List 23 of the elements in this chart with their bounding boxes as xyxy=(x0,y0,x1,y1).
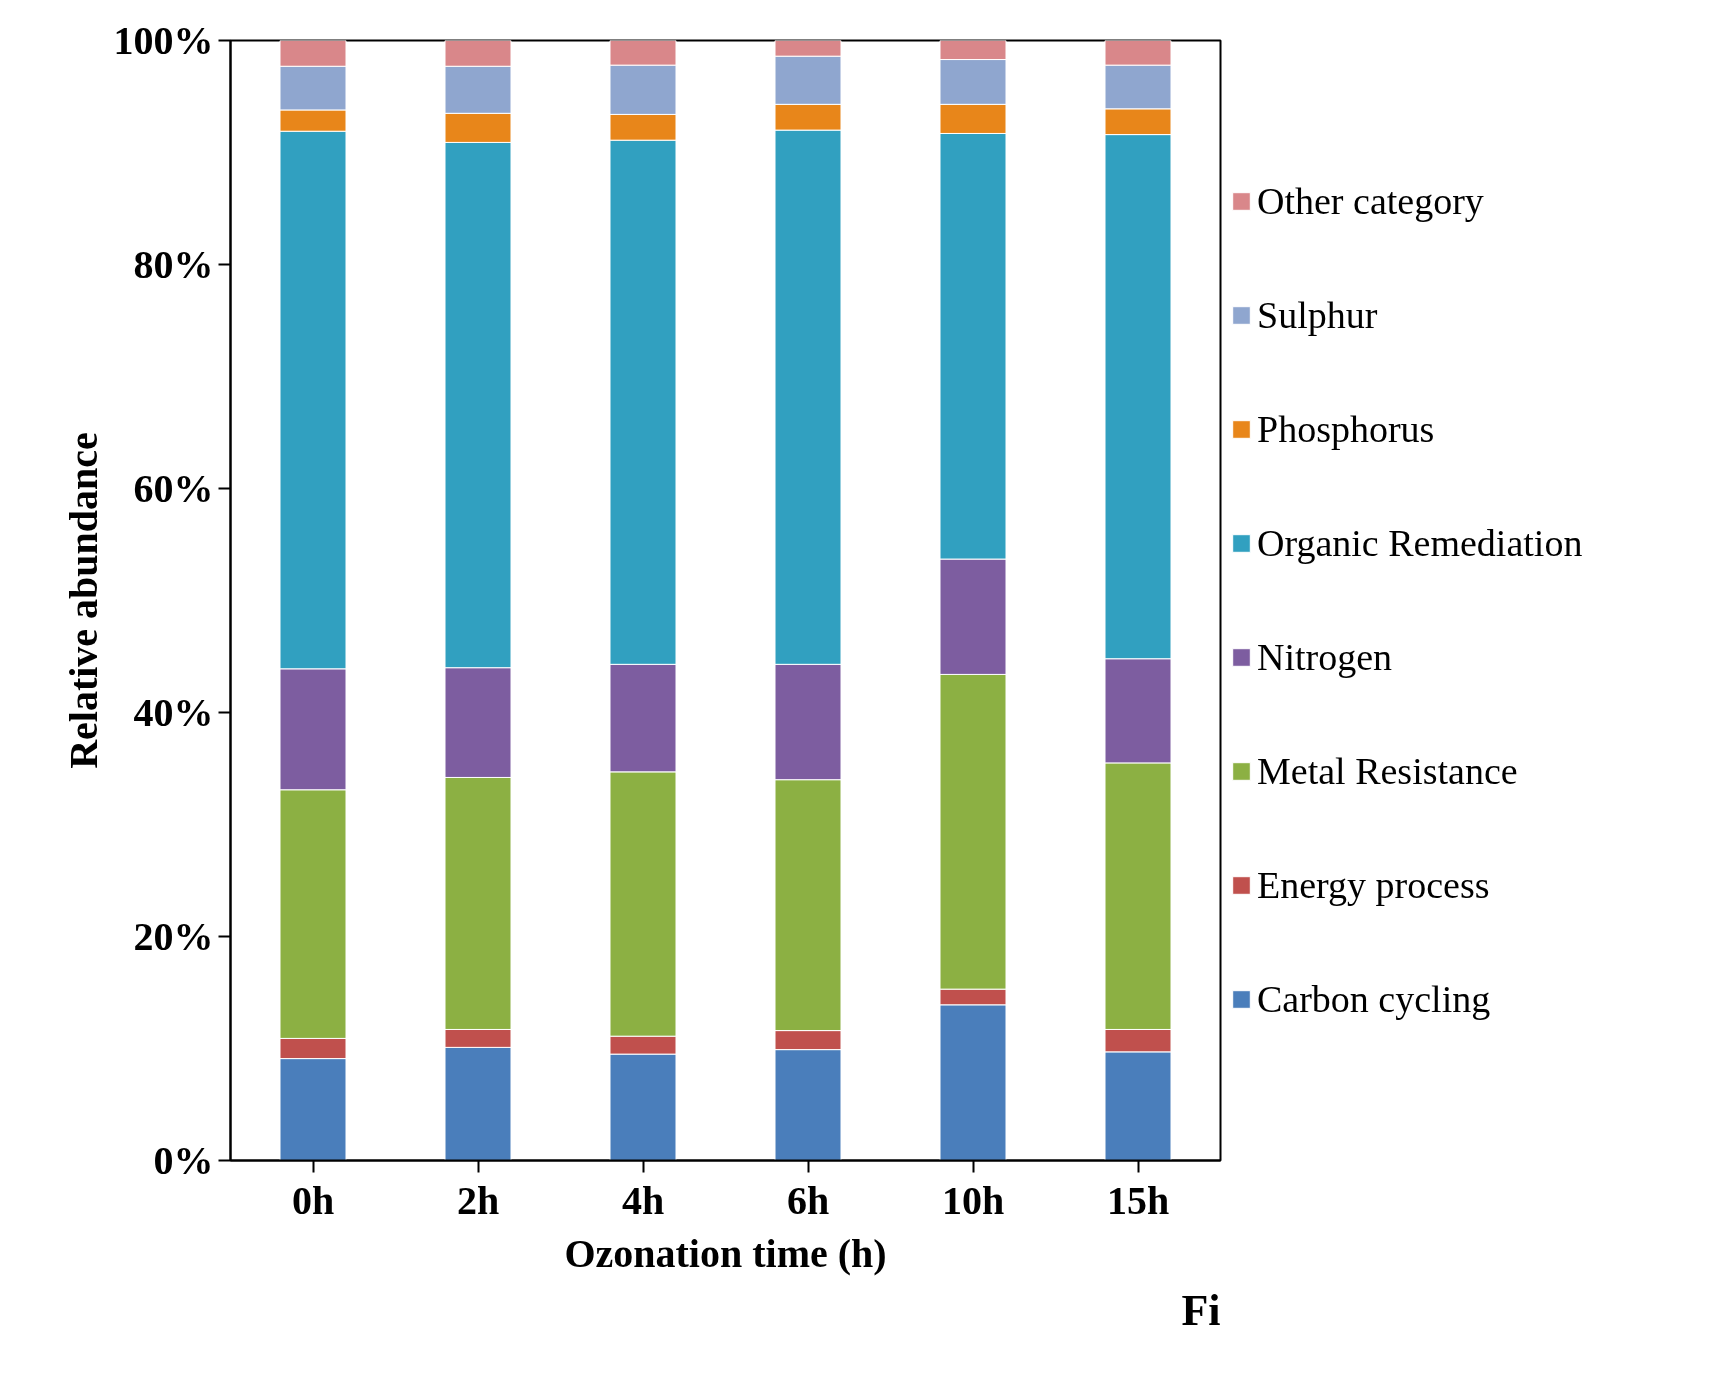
x-tick-label: 4h xyxy=(621,1177,665,1223)
x-axis-title: Ozonation time (h) xyxy=(564,1230,887,1276)
y-tick-label: 80% xyxy=(133,242,214,287)
legend-label: Other category xyxy=(1257,179,1484,223)
x-tick-label: 6h xyxy=(786,1177,830,1223)
text: Fi xyxy=(1181,1285,1221,1335)
legend-label: Organic Remediation xyxy=(1257,521,1583,565)
x-tick-label: 0h xyxy=(291,1177,335,1223)
y-tick-label: 60% xyxy=(133,466,214,511)
y-tick-label: 40% xyxy=(133,690,214,735)
legend-label: Phosphorus xyxy=(1257,407,1435,451)
y-axis-title: Relative abundance xyxy=(60,432,106,769)
x-tick-label: 2h xyxy=(456,1177,500,1223)
legend-label: Nitrogen xyxy=(1257,635,1393,679)
y-tick-label: 100% xyxy=(113,18,214,63)
y-tick-label: 20% xyxy=(133,914,214,959)
legend-label: Energy process xyxy=(1257,863,1490,907)
y-tick-label: 0% xyxy=(153,1138,214,1183)
x-tick-label: 15h xyxy=(1106,1177,1170,1223)
legend-label: Carbon cycling xyxy=(1257,977,1491,1021)
legend-label: Metal Resistance xyxy=(1257,749,1518,793)
legend-label: Sulphur xyxy=(1257,293,1378,337)
x-tick-label: 10h xyxy=(941,1177,1005,1223)
